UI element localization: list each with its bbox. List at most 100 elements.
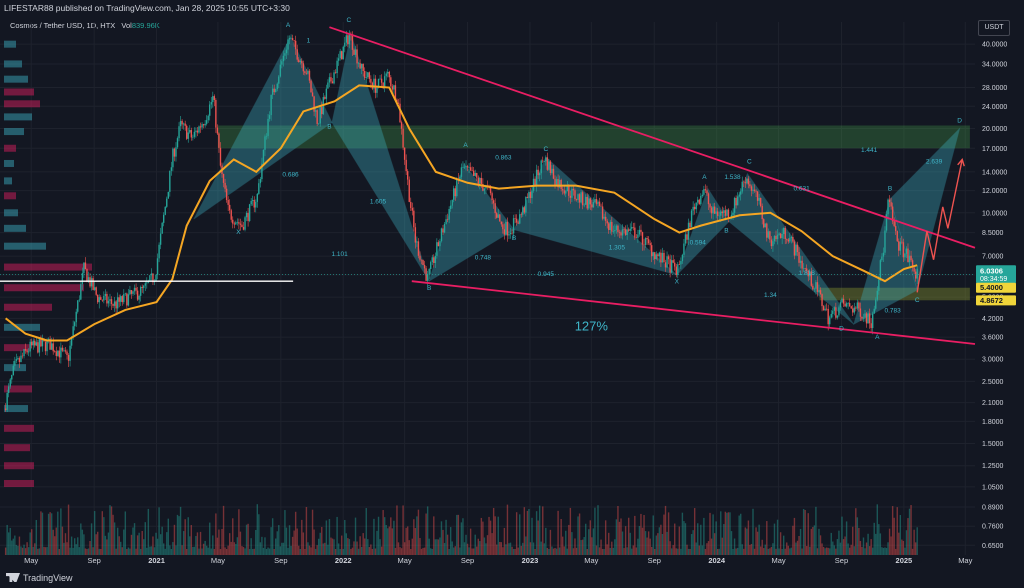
pattern-label: 127%: [575, 318, 609, 333]
volume-bar: [189, 536, 191, 555]
volume-bar: [216, 537, 219, 555]
price-tick-label: 7.0000: [982, 254, 1004, 261]
volume-bar: [12, 538, 15, 555]
volume-bar: [118, 536, 120, 555]
candle-body: [437, 242, 440, 247]
volume-bar: [439, 537, 441, 555]
volume-bar: [93, 511, 96, 555]
candle-body: [18, 358, 21, 363]
candle-body: [136, 290, 139, 300]
candle-body: [798, 252, 800, 263]
volume-bar: [674, 523, 676, 555]
volume-bar: [594, 507, 596, 555]
symbol-name: Cosmos / Tether USD, 1D, HTX: [10, 21, 116, 30]
pattern-label: 2.639: [926, 158, 943, 165]
candle-body: [511, 232, 513, 234]
candle-body: [135, 287, 137, 291]
volume-bar: [627, 517, 630, 555]
symbol-legend[interactable]: Cosmos / Tether USD, 1D, HTX Vol839.96K: [10, 21, 160, 30]
candle-body: [236, 222, 239, 223]
candle-body: [672, 260, 674, 263]
volume-bar: [476, 546, 478, 555]
volume-bar: [135, 548, 137, 555]
candle-body: [822, 306, 825, 311]
candle-body: [581, 192, 584, 206]
volume-bar: [766, 521, 768, 555]
candle-body: [235, 222, 237, 225]
support-low-tag-bg: [976, 295, 1016, 306]
volume-bar: [735, 548, 737, 555]
time-axis[interactable]: May Sep 2021 May Sep 2022 May Sep 2023 May Sep 2024…: [24, 556, 972, 565]
candle-body: [213, 96, 216, 100]
volume-bar: [357, 548, 360, 555]
candle-body: [914, 271, 917, 279]
volume-bar: [723, 524, 725, 555]
candle-body: [14, 360, 16, 366]
volume-bar: [380, 546, 383, 555]
volume-bar: [360, 546, 363, 555]
candle-body: [172, 148, 174, 168]
volume-bar: [733, 538, 736, 555]
volume-bar: [52, 529, 54, 555]
volume-bar: [181, 545, 183, 555]
volume-bar: [658, 527, 661, 555]
volume-bar: [110, 506, 113, 555]
candle-body: [73, 322, 76, 327]
candle-body: [341, 51, 343, 60]
candle-body: [686, 234, 688, 240]
volume-bar: [437, 539, 440, 555]
candle-body: [824, 308, 826, 311]
volume-bar: [586, 548, 588, 555]
price-tick-label: 12.0000: [982, 188, 1007, 195]
volume-bar: [350, 548, 352, 555]
price-tick-label: 2.1000: [982, 400, 1004, 407]
candle-body: [264, 136, 266, 150]
volume-profile-bar: [4, 192, 16, 200]
volume-bar: [353, 541, 355, 555]
volume-bar: [224, 547, 226, 555]
currency-button[interactable]: USDT: [978, 20, 1010, 36]
candle-body: [77, 300, 79, 312]
volume-bar: [321, 526, 323, 555]
volume-bar: [50, 513, 53, 555]
volume-bar: [911, 548, 914, 555]
candle-body: [446, 219, 449, 220]
volume-profile-bar: [4, 177, 12, 185]
candle-body: [23, 349, 25, 357]
volume-bar: [167, 518, 169, 555]
candle-body: [238, 222, 240, 224]
volume-bar: [655, 535, 658, 555]
annotations: A 1 C B 0.686 X 1.605 1.101 B A 0.863 C B 0.748 1.305 0…: [236, 17, 962, 341]
candle-body: [623, 229, 625, 230]
candle-body: [743, 181, 745, 183]
volume-bar: [98, 548, 100, 555]
candle-body: [492, 200, 495, 204]
candle-body: [888, 199, 891, 203]
volume-bar: [767, 548, 770, 555]
pattern-label: B: [327, 123, 331, 130]
candle-body: [634, 227, 636, 238]
volume-bar: [127, 547, 130, 555]
volume-bar: [434, 539, 437, 555]
candle-body: [522, 207, 524, 215]
volume-bar: [95, 534, 97, 555]
candle-body: [572, 188, 575, 191]
candle-body: [652, 252, 654, 257]
tradingview-logo[interactable]: TradingView: [6, 573, 73, 583]
volume-bar: [847, 543, 849, 555]
candle-body: [609, 221, 611, 230]
candle-body: [807, 270, 809, 277]
volume-bar: [37, 548, 39, 555]
volume-bar: [833, 545, 836, 555]
candle-body: [551, 168, 553, 173]
candle-body: [870, 323, 872, 329]
volume-bar: [238, 509, 240, 555]
candle-body: [812, 285, 814, 290]
volume-bar: [908, 508, 911, 555]
candle-body: [793, 241, 796, 256]
volume-bar: [462, 518, 464, 555]
volume-bar: [356, 541, 358, 555]
volume-profile-bar: [4, 242, 46, 250]
volume-bar: [798, 535, 800, 555]
